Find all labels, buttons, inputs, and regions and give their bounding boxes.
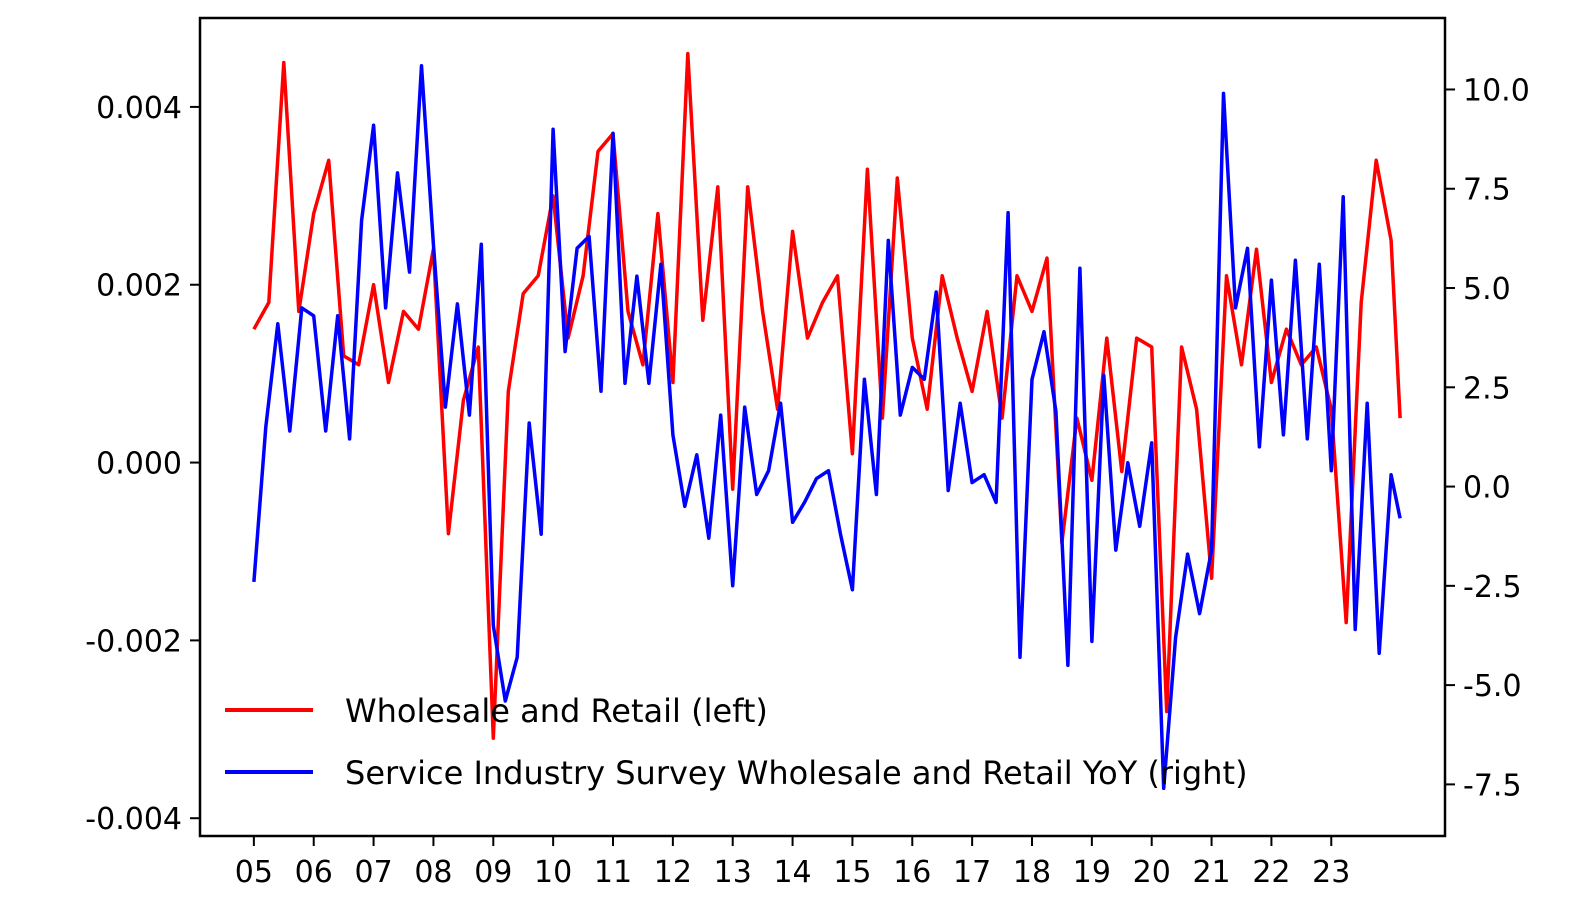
x-tick-label: 14 <box>773 855 811 890</box>
x-tick-label: 23 <box>1312 855 1350 890</box>
legend: Wholesale and Retail (left) Service Indu… <box>225 692 1248 792</box>
x-tick-label: 06 <box>295 855 333 890</box>
x-tick-label: 08 <box>414 855 452 890</box>
left-tick-label: 0.002 <box>96 269 182 304</box>
left-tick-label: -0.002 <box>85 624 182 659</box>
x-tick-label: 07 <box>354 855 392 890</box>
x-tick-label: 17 <box>953 855 991 890</box>
series-group <box>252 51 1402 791</box>
x-tick-label: 20 <box>1133 855 1171 890</box>
x-tick-group: 05 06 07 08 09 10 11 12 13 14 15 16 17 18 19 20 21 22 23 <box>235 836 1350 890</box>
left-tick-label: -0.004 <box>85 802 182 837</box>
x-tick-label: 05 <box>235 855 273 890</box>
left-tick-group: -0.004 -0.002 0.000 0.002 0.004 <box>85 91 200 837</box>
x-tick-label: 16 <box>893 855 931 890</box>
left-tick-label: 0.000 <box>96 447 182 482</box>
x-tick-label: 22 <box>1252 855 1290 890</box>
right-tick-label: -5.0 <box>1463 669 1522 704</box>
right-tick-label: 7.5 <box>1463 173 1511 208</box>
x-tick-label: 18 <box>1013 855 1051 890</box>
series-line-survey-yoy <box>252 63 1402 791</box>
x-tick-label: 11 <box>594 855 632 890</box>
plot-frame <box>198 16 1447 838</box>
x-tick-label: 21 <box>1192 855 1230 890</box>
right-tick-group: -7.5 -5.0 -2.5 0.0 2.5 5.0 7.5 10.0 <box>1445 73 1530 803</box>
x-tick-label: 09 <box>474 855 512 890</box>
right-tick-label: 2.5 <box>1463 371 1511 406</box>
x-tick-label: 19 <box>1073 855 1111 890</box>
x-tick-label: 15 <box>833 855 871 890</box>
right-tick-label: 5.0 <box>1463 272 1511 307</box>
right-tick-label: 0.0 <box>1463 471 1511 506</box>
legend-label-wholesale: Wholesale and Retail (left) <box>345 692 768 730</box>
legend-label-survey: Service Industry Survey Wholesale and Re… <box>345 754 1248 792</box>
right-tick-label: -7.5 <box>1463 768 1522 803</box>
right-tick-label: -2.5 <box>1463 570 1522 605</box>
right-tick-label: 10.0 <box>1463 73 1530 108</box>
x-tick-label: 10 <box>534 855 572 890</box>
series-line-wholesale-retail <box>252 51 1402 740</box>
left-tick-label: 0.004 <box>96 91 182 126</box>
x-tick-label: 13 <box>714 855 752 890</box>
x-tick-label: 12 <box>654 855 692 890</box>
